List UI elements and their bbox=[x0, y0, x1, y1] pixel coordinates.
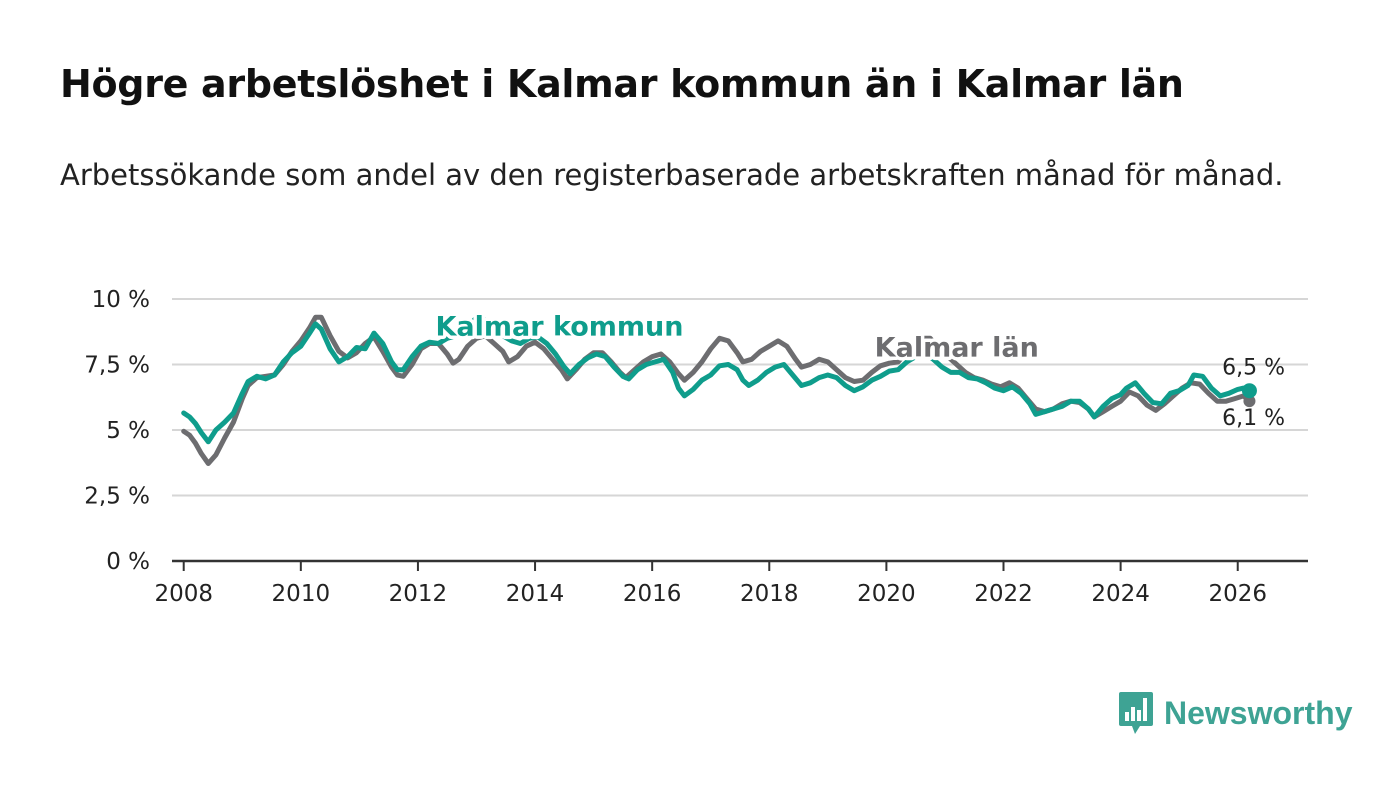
series-end-label: 6,1 % bbox=[1222, 406, 1285, 431]
x-tick-label: 2010 bbox=[272, 581, 331, 607]
brand-logo: Newsworthy bbox=[1118, 690, 1352, 736]
series-end-label: 6,5 % bbox=[1222, 356, 1285, 381]
series-line-kalmar-kommun bbox=[181, 314, 1252, 445]
x-tick-label: 2014 bbox=[506, 581, 565, 607]
series-line-kalmar-lan bbox=[181, 314, 1252, 466]
y-tick-label: 0 % bbox=[106, 549, 150, 575]
series-end-point bbox=[1243, 395, 1256, 408]
chart-title: Högre arbetslöshet i Kalmar kommun än i … bbox=[60, 62, 1184, 106]
series-label: Kalmar län bbox=[875, 333, 1039, 364]
x-tick-label: 2024 bbox=[1091, 581, 1150, 607]
x-tick-label: 2016 bbox=[623, 581, 682, 607]
x-tick-label: 2020 bbox=[857, 581, 916, 607]
x-tick-label: 2012 bbox=[389, 581, 448, 607]
y-tick-label: 5 % bbox=[106, 418, 150, 444]
chart-subtitle: Arbetssökande som andel av den registerb… bbox=[60, 158, 1284, 192]
y-tick-label: 2,5 % bbox=[84, 484, 150, 510]
y-tick-label: 10 % bbox=[92, 287, 150, 313]
brand-name: Newsworthy bbox=[1164, 694, 1353, 731]
series-end-point bbox=[1241, 383, 1257, 399]
y-tick-label: 7,5 % bbox=[84, 353, 150, 379]
x-tick-label: 2022 bbox=[974, 581, 1033, 607]
x-tick-label: 2026 bbox=[1208, 581, 1267, 607]
x-tick-label: 2008 bbox=[154, 581, 213, 607]
series-label: Kalmar kommun bbox=[436, 312, 684, 343]
newsworthy-logo-icon bbox=[1119, 692, 1153, 734]
x-tick-label: 2018 bbox=[740, 581, 799, 607]
